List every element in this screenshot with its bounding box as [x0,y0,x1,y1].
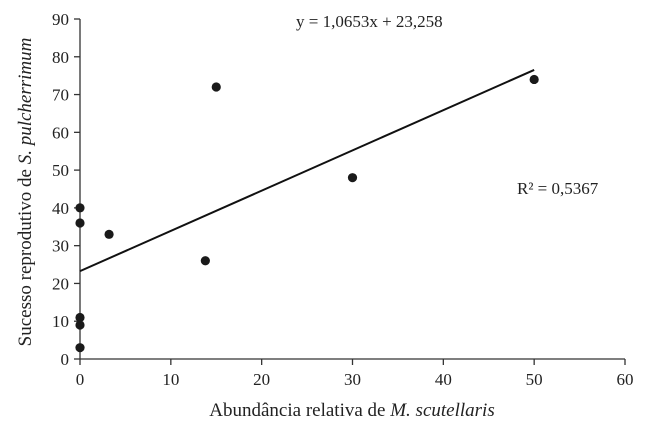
data-point-5 [104,229,114,239]
data-point-0 [75,343,85,353]
data-point-9 [529,74,539,85]
x-tick-label-5: 50 [526,370,543,389]
r-squared-label: R² = 0,5367 [517,179,599,198]
y-tick-label-5: 50 [52,161,69,180]
y-tick-label-3: 30 [52,237,69,256]
x-axis-label: Abundância relativa de M. scutellaris [209,400,494,421]
y-tick-label-2: 20 [52,274,69,293]
x-ticks: 0 10 20 30 40 50 60 [76,359,634,389]
data-point-7 [211,82,221,92]
x-tick-label-6: 60 [617,370,634,389]
x-tick-label-2: 20 [253,370,270,389]
y-tick-label-8: 80 [52,48,69,67]
y-axis-label: Sucesso reprodutivo de S. pulcherrimum [15,38,36,347]
y-ticks: 0 10 20 30 40 50 60 70 80 90 [52,10,80,369]
y-tick-label-9: 90 [52,10,69,29]
data-point-6 [200,256,210,266]
data-point-8 [347,173,358,183]
x-tick-label-4: 40 [435,370,452,389]
data-points [75,74,539,353]
x-tick-label-1: 10 [162,370,179,389]
data-point-4 [75,203,85,213]
y-tick-label-0: 0 [61,350,70,369]
x-tick-label-0: 0 [76,370,85,389]
y-axis-label-text: Sucesso reprodutivo de [15,164,36,346]
y-axis-label-species: S. pulcherrimum [15,38,36,165]
trendline [79,68,535,273]
x-axis-label-text: Abundância relativa de [209,400,390,421]
data-point-3 [75,218,85,228]
x-tick-label-3: 30 [344,370,361,389]
y-tick-label-4: 40 [52,199,69,218]
x-axis-label-species: M. scutellaris [389,400,495,421]
y-tick-label-7: 70 [52,86,69,105]
y-tick-label-1: 10 [52,312,69,331]
data-point-1 [75,320,85,330]
y-tick-label-6: 60 [52,123,69,142]
trendline-equation: y = 1,0653x + 23,258 [296,12,443,31]
data-point-2 [75,312,85,323]
